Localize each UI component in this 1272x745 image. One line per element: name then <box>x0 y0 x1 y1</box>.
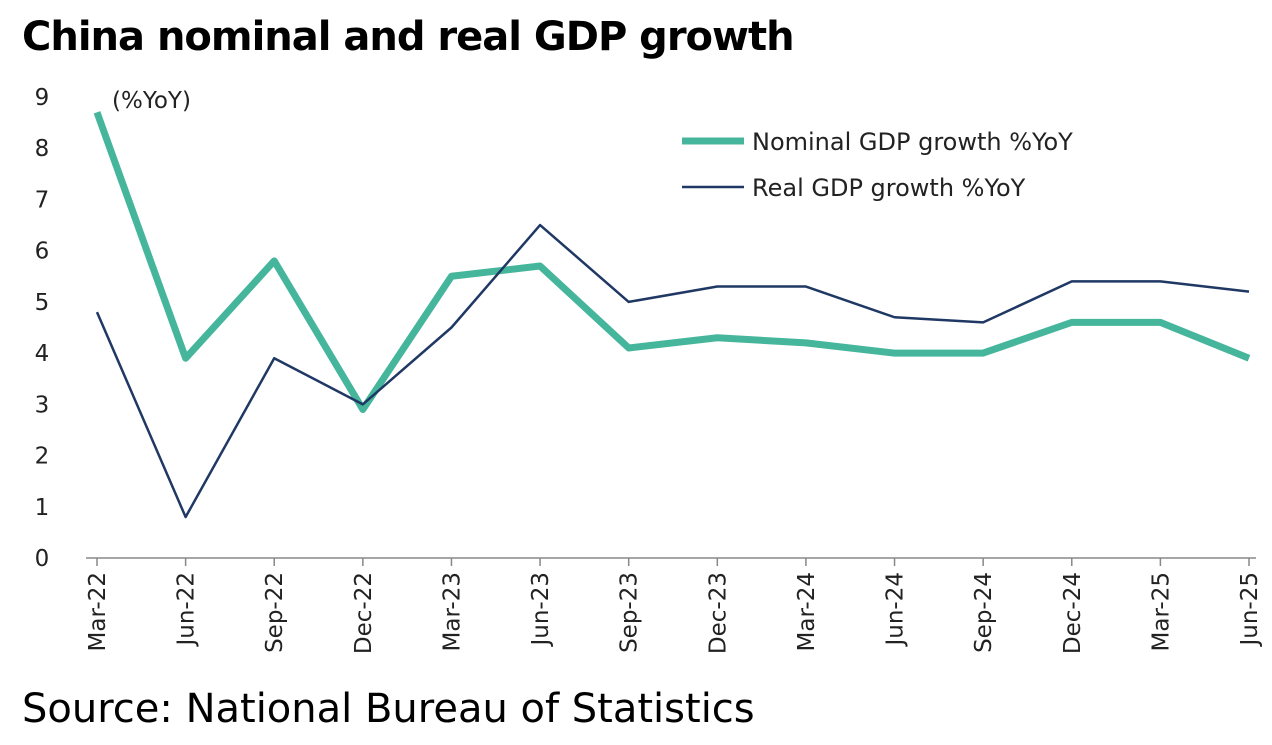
x-tick-label: Mar-25 <box>1148 572 1174 652</box>
y-tick-label: 5 <box>35 290 50 316</box>
x-tick-label: Jun-24 <box>883 572 909 648</box>
series-line-nominal <box>93 111 1251 413</box>
y-axis-label: (%YoY) <box>112 88 191 114</box>
y-tick-label: 4 <box>35 341 50 367</box>
y-tick-label: 1 <box>35 495 50 521</box>
x-tick-label: Sep-22 <box>262 572 288 653</box>
x-tick-label: Jun-23 <box>528 572 554 648</box>
x-tick-label: Mar-22 <box>85 572 111 652</box>
y-tick-label: 8 <box>35 136 50 162</box>
x-tick-label: Dec-23 <box>705 572 731 654</box>
chart-title: China nominal and real GDP growth <box>22 14 795 60</box>
y-tick-label: 6 <box>35 239 50 265</box>
series-line-real <box>95 223 1250 519</box>
y-tick-label: 9 <box>35 85 50 111</box>
x-tick-label: Dec-22 <box>351 572 377 654</box>
x-tick-label: Dec-24 <box>1060 572 1086 654</box>
x-tick-label: Jun-25 <box>1237 572 1263 648</box>
y-tick-label: 2 <box>35 444 50 470</box>
legend-label-real: Real GDP growth %YoY <box>752 174 1026 202</box>
legend-label-nominal: Nominal GDP growth %YoY <box>752 128 1073 156</box>
y-tick-label: 3 <box>35 392 50 418</box>
y-tick-label: 0 <box>35 546 50 572</box>
y-tick-label: 7 <box>35 187 50 213</box>
source-note: Source: National Bureau of Statistics <box>22 686 755 732</box>
x-tick-label: Jun-22 <box>174 572 200 648</box>
x-tick-label: Mar-24 <box>794 572 820 652</box>
x-tick-label: Sep-23 <box>617 572 643 653</box>
x-tick-label: Mar-23 <box>439 572 465 652</box>
x-tick-label: Sep-24 <box>971 572 997 653</box>
